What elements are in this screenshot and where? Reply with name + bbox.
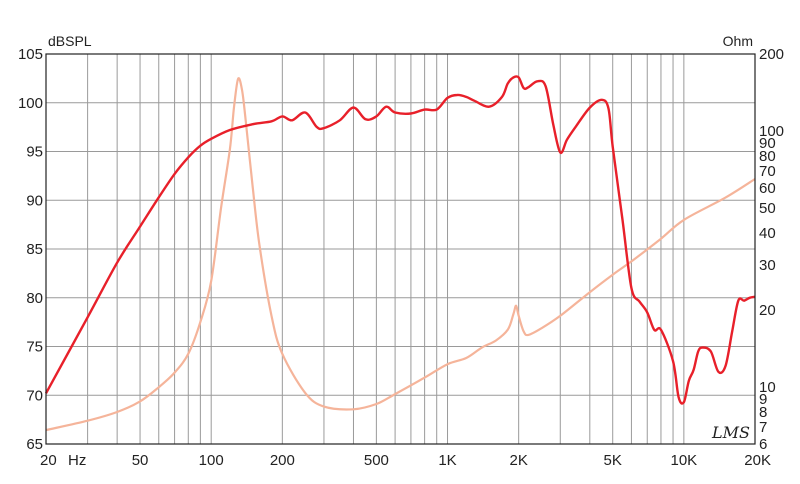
y2-tick-label: 70 — [759, 163, 776, 180]
y2-tick-label: 90 — [759, 135, 776, 152]
x-tick-label: 50 — [132, 452, 149, 469]
y-tick-label: 80 — [26, 290, 43, 307]
x-tick-label: 1K — [438, 452, 456, 469]
y2-tick-label: 10 — [759, 379, 776, 396]
y-tick-label: 70 — [26, 387, 43, 404]
y-tick-label: 95 — [26, 144, 43, 161]
y2-tick-label: 50 — [759, 200, 776, 217]
x-tick-label: 20K — [744, 452, 771, 469]
x-tick-label: 5K — [604, 452, 622, 469]
left-axis-unit: dBSPL — [48, 33, 92, 49]
y-tick-label: 75 — [26, 339, 43, 356]
spl-curve — [44, 75, 756, 405]
x-tick-label: 200 — [270, 452, 295, 469]
x-tick-label: 10K — [671, 452, 698, 469]
series-layer — [44, 75, 756, 432]
y2-tick-label: 80 — [759, 148, 776, 165]
right-axis-unit: Ohm — [723, 33, 753, 49]
y2-tick-label: 20 — [759, 302, 776, 319]
y2-tick-label: 6 — [759, 436, 767, 453]
x-tick-label: 2K — [509, 452, 527, 469]
grid — [45, 53, 755, 445]
impedance-curve — [45, 77, 756, 432]
x-axis-unit: Hz — [68, 452, 86, 469]
y2-tick-label: 30 — [759, 257, 776, 274]
y-tick-label: 90 — [26, 192, 43, 209]
brand-watermark: LMS — [711, 423, 750, 442]
plot-border — [45, 53, 756, 445]
plot-frame — [45, 53, 756, 445]
y2-tick-label: 40 — [759, 225, 776, 242]
y2-tick-label: 60 — [759, 180, 776, 197]
y-tick-label: 65 — [26, 436, 43, 453]
y-tick-label: 85 — [26, 241, 43, 258]
y-tick-label: 100 — [18, 95, 43, 112]
y2-tick-label: 8 — [759, 404, 767, 421]
y2-tick-label: 200 — [759, 46, 784, 63]
y2-tick-label: 7 — [759, 419, 767, 436]
x-tick-label: 500 — [364, 452, 389, 469]
x-tick-label: 100 — [199, 452, 224, 469]
y-tick-label: 105 — [18, 46, 43, 63]
y2-tick-label: 9 — [759, 391, 767, 408]
y2-tick-label: 100 — [759, 123, 784, 140]
x-tick-label: 20 — [40, 452, 57, 469]
